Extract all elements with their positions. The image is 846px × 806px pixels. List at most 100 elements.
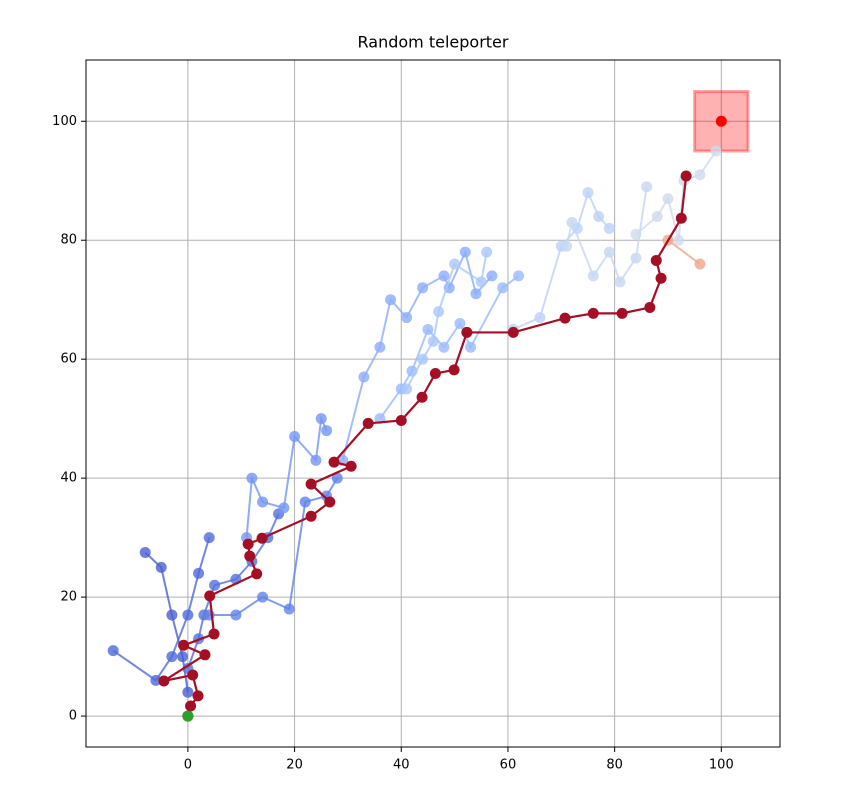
point	[513, 270, 525, 282]
plot-frame	[85, 59, 781, 748]
point	[193, 567, 205, 579]
point	[257, 496, 269, 508]
point	[433, 306, 445, 318]
point	[150, 674, 162, 686]
point	[593, 210, 605, 222]
point	[299, 496, 311, 508]
series-line	[112, 537, 211, 682]
series-line	[144, 551, 189, 693]
x-tick-label: 0	[184, 758, 192, 773]
point	[362, 417, 374, 429]
point	[710, 145, 722, 157]
point	[641, 181, 653, 193]
point	[616, 307, 628, 319]
point	[417, 282, 429, 294]
point	[694, 169, 706, 181]
point	[204, 590, 216, 602]
point	[203, 532, 215, 544]
point	[561, 240, 573, 252]
point	[459, 246, 471, 258]
point	[497, 282, 509, 294]
x-tick-label: 80	[606, 758, 623, 773]
point	[289, 431, 301, 443]
point	[486, 270, 498, 282]
point	[651, 210, 663, 222]
point	[566, 216, 578, 228]
point	[278, 502, 290, 514]
point	[614, 276, 626, 288]
chart-title: Random teleporter	[358, 33, 509, 52]
series-line	[667, 239, 701, 265]
point	[454, 317, 466, 329]
point	[559, 312, 571, 324]
point	[324, 496, 336, 508]
point	[345, 460, 357, 472]
y-tick-label: 0	[69, 709, 77, 724]
y-tick-label: 40	[60, 471, 77, 486]
point	[401, 383, 413, 395]
point	[182, 686, 194, 698]
point	[107, 645, 119, 657]
point	[257, 591, 269, 603]
point	[507, 326, 519, 338]
point	[675, 212, 687, 224]
point	[182, 710, 194, 722]
point	[331, 472, 343, 484]
y-tick-label: 100	[52, 114, 77, 129]
point	[242, 538, 254, 550]
x-tick-label: 20	[286, 758, 303, 773]
point	[305, 510, 317, 522]
x-tick-label: 60	[500, 758, 517, 773]
point	[358, 371, 370, 383]
point	[199, 649, 211, 661]
point	[395, 414, 407, 426]
point	[166, 609, 178, 621]
point	[587, 307, 599, 319]
point	[182, 609, 194, 621]
point	[461, 326, 473, 338]
point	[305, 478, 317, 490]
point	[650, 254, 662, 266]
point	[139, 546, 151, 558]
point	[328, 456, 340, 468]
point	[422, 323, 434, 335]
point	[429, 367, 441, 379]
point	[166, 651, 178, 663]
point	[438, 341, 450, 353]
point	[185, 700, 197, 712]
point	[192, 690, 204, 702]
point	[187, 669, 199, 681]
point	[230, 609, 242, 621]
point	[655, 272, 667, 284]
point	[283, 603, 295, 615]
point	[416, 391, 428, 403]
y-tick-label: 60	[60, 352, 77, 367]
point	[401, 312, 413, 324]
point	[673, 234, 685, 246]
point	[208, 628, 220, 640]
point	[630, 252, 642, 264]
point	[246, 472, 258, 484]
point	[603, 246, 615, 258]
point	[534, 312, 546, 324]
point	[244, 550, 256, 562]
point	[448, 364, 460, 376]
point	[177, 651, 189, 663]
point	[438, 270, 450, 282]
point	[155, 561, 167, 573]
point	[158, 675, 170, 687]
point	[449, 258, 461, 270]
point	[470, 288, 482, 300]
point	[465, 341, 477, 353]
point	[587, 270, 599, 282]
point	[310, 454, 322, 466]
point	[680, 170, 692, 182]
point	[209, 579, 221, 591]
point	[481, 246, 493, 258]
point	[251, 568, 263, 580]
point	[374, 341, 386, 353]
y-tick-label: 20	[60, 590, 77, 605]
x-tick-label: 100	[709, 758, 734, 773]
